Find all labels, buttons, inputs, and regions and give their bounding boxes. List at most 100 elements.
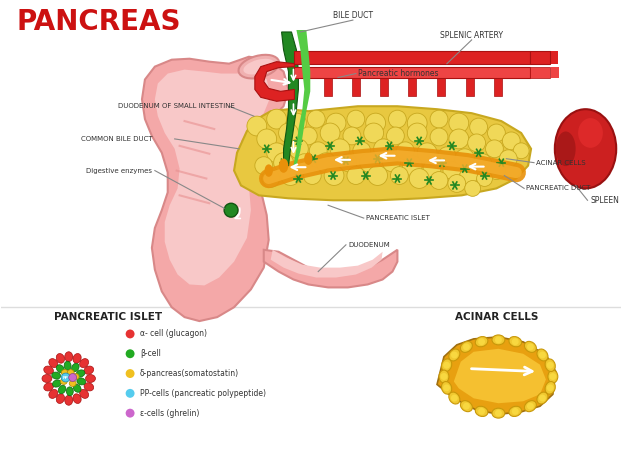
- Ellipse shape: [73, 394, 81, 403]
- Circle shape: [430, 128, 448, 146]
- Circle shape: [488, 124, 505, 142]
- Polygon shape: [294, 30, 310, 166]
- Ellipse shape: [56, 394, 64, 403]
- Circle shape: [550, 373, 557, 380]
- Circle shape: [307, 110, 325, 128]
- Ellipse shape: [537, 392, 548, 404]
- Ellipse shape: [60, 378, 67, 384]
- Ellipse shape: [492, 408, 505, 418]
- Circle shape: [367, 166, 387, 185]
- Circle shape: [330, 139, 350, 159]
- Circle shape: [279, 123, 299, 143]
- Circle shape: [443, 162, 461, 180]
- Circle shape: [257, 129, 277, 149]
- Circle shape: [527, 344, 534, 350]
- Text: PP: PP: [63, 376, 69, 380]
- Circle shape: [69, 374, 76, 382]
- Text: COMMON BILE DUCT: COMMON BILE DUCT: [81, 136, 152, 142]
- Circle shape: [474, 154, 491, 172]
- Bar: [294, 66, 530, 77]
- Circle shape: [262, 169, 280, 187]
- Circle shape: [464, 180, 481, 196]
- Bar: [495, 66, 502, 96]
- Circle shape: [304, 167, 321, 185]
- Bar: [551, 66, 559, 77]
- Circle shape: [386, 127, 404, 145]
- Ellipse shape: [244, 59, 274, 75]
- Circle shape: [495, 410, 502, 417]
- Ellipse shape: [461, 401, 473, 412]
- Circle shape: [247, 116, 267, 136]
- Ellipse shape: [509, 406, 521, 416]
- Ellipse shape: [449, 392, 460, 404]
- Ellipse shape: [525, 401, 536, 412]
- Circle shape: [500, 150, 517, 168]
- Ellipse shape: [58, 385, 66, 394]
- Circle shape: [320, 123, 340, 143]
- Text: α- cell (glucagon): α- cell (glucagon): [140, 329, 207, 338]
- Ellipse shape: [461, 341, 473, 352]
- Circle shape: [455, 149, 475, 169]
- Ellipse shape: [441, 382, 452, 394]
- Text: PANCREAS: PANCREAS: [16, 8, 181, 36]
- Ellipse shape: [449, 349, 460, 361]
- Circle shape: [391, 167, 408, 185]
- Bar: [324, 66, 332, 96]
- Bar: [550, 51, 558, 64]
- Circle shape: [417, 143, 437, 163]
- Bar: [530, 51, 550, 64]
- Bar: [294, 51, 530, 64]
- Circle shape: [255, 157, 273, 174]
- Ellipse shape: [77, 378, 86, 385]
- Text: PANCREATIC ISLET: PANCREATIC ISLET: [366, 215, 429, 221]
- Circle shape: [309, 142, 327, 160]
- Ellipse shape: [69, 381, 76, 387]
- Ellipse shape: [64, 352, 73, 362]
- Ellipse shape: [80, 359, 89, 368]
- Circle shape: [389, 110, 406, 128]
- Circle shape: [267, 109, 287, 129]
- Ellipse shape: [548, 370, 558, 383]
- Circle shape: [476, 170, 493, 186]
- Circle shape: [374, 139, 394, 159]
- Circle shape: [126, 409, 135, 418]
- Circle shape: [449, 129, 469, 149]
- Circle shape: [463, 344, 470, 350]
- Circle shape: [451, 395, 458, 402]
- Ellipse shape: [56, 354, 64, 363]
- Polygon shape: [437, 337, 556, 414]
- Circle shape: [126, 349, 135, 358]
- Circle shape: [326, 113, 346, 133]
- Bar: [466, 66, 474, 96]
- Circle shape: [478, 408, 485, 415]
- Circle shape: [274, 153, 294, 173]
- Text: PANCREATIC DUCT: PANCREATIC DUCT: [526, 185, 590, 191]
- Ellipse shape: [49, 359, 58, 368]
- Circle shape: [360, 153, 379, 173]
- Text: SPLENIC ARTERY: SPLENIC ARTERY: [440, 31, 503, 40]
- Ellipse shape: [578, 118, 603, 148]
- Ellipse shape: [61, 370, 68, 376]
- Circle shape: [339, 154, 357, 172]
- Ellipse shape: [73, 354, 81, 363]
- Text: DUODENUM: DUODENUM: [348, 242, 389, 248]
- Circle shape: [280, 166, 300, 185]
- Ellipse shape: [86, 375, 95, 382]
- Circle shape: [287, 113, 306, 133]
- Ellipse shape: [279, 158, 289, 173]
- Circle shape: [364, 123, 384, 143]
- Ellipse shape: [73, 384, 81, 393]
- Circle shape: [430, 110, 448, 128]
- Circle shape: [512, 408, 519, 415]
- Circle shape: [463, 403, 470, 409]
- Ellipse shape: [265, 164, 273, 177]
- Circle shape: [470, 118, 488, 136]
- Ellipse shape: [64, 361, 71, 370]
- Circle shape: [267, 143, 287, 163]
- Ellipse shape: [67, 370, 74, 376]
- Ellipse shape: [76, 370, 85, 377]
- Circle shape: [546, 384, 553, 391]
- Circle shape: [347, 110, 365, 128]
- Circle shape: [438, 147, 456, 164]
- Text: DUODENUM OF SMALL INTESTINE: DUODENUM OF SMALL INTESTINE: [118, 103, 235, 109]
